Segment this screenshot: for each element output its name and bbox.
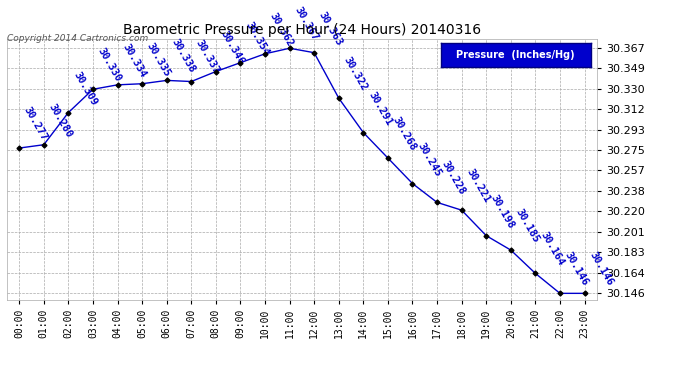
Text: 30.335: 30.335 <box>145 41 172 78</box>
Text: Copyright 2014 Cartronics.com: Copyright 2014 Cartronics.com <box>7 34 148 43</box>
Text: 30.338: 30.338 <box>170 38 197 75</box>
Text: 30.309: 30.309 <box>71 69 99 107</box>
Text: 30.198: 30.198 <box>489 193 516 230</box>
Text: 30.334: 30.334 <box>120 42 148 79</box>
Text: 30.245: 30.245 <box>415 141 443 178</box>
Text: 30.146: 30.146 <box>563 251 590 288</box>
Text: 30.185: 30.185 <box>513 207 541 245</box>
Text: 30.330: 30.330 <box>96 46 123 84</box>
Text: 30.280: 30.280 <box>46 102 74 139</box>
Text: 30.221: 30.221 <box>464 167 492 205</box>
Text: 30.322: 30.322 <box>342 55 369 93</box>
Text: 30.367: 30.367 <box>293 5 319 43</box>
Text: 30.354: 30.354 <box>243 20 270 57</box>
Title: Barometric Pressure per Hour (24 Hours) 20140316: Barometric Pressure per Hour (24 Hours) … <box>123 23 481 37</box>
Text: 30.277: 30.277 <box>22 105 50 142</box>
Text: 30.146: 30.146 <box>587 251 615 288</box>
Text: 30.164: 30.164 <box>538 230 566 268</box>
Text: 30.268: 30.268 <box>391 115 418 153</box>
Text: 30.291: 30.291 <box>366 90 393 127</box>
Text: 30.362: 30.362 <box>268 11 295 48</box>
Text: 30.363: 30.363 <box>317 10 344 47</box>
Text: 30.228: 30.228 <box>440 159 467 197</box>
Text: 30.346: 30.346 <box>219 28 246 66</box>
Text: 30.337: 30.337 <box>194 39 221 76</box>
